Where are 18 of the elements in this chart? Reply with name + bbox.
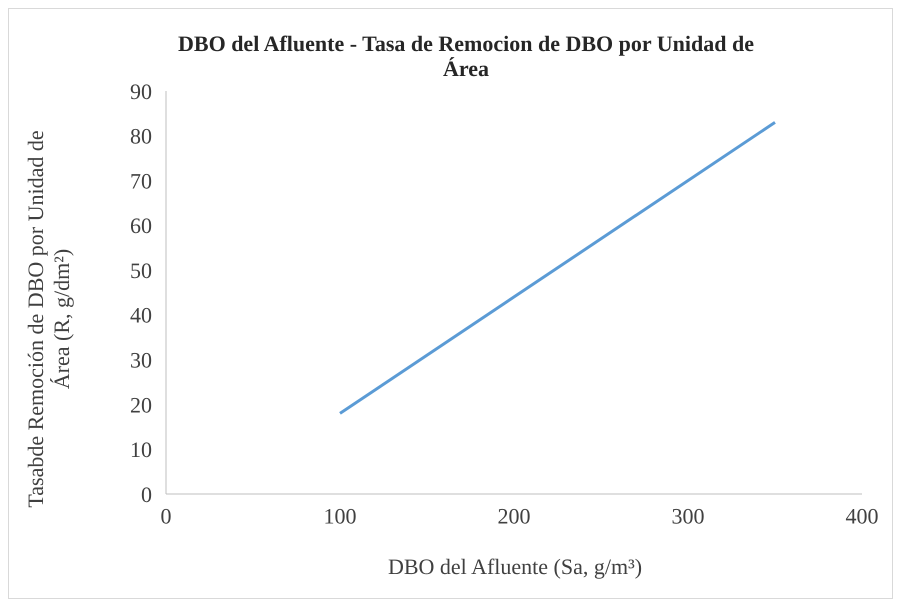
y-tick-label: 40	[130, 302, 152, 328]
x-tick-label: 0	[160, 504, 172, 529]
y-tick-label: 80	[130, 124, 152, 149]
y-tick-label: 10	[130, 437, 152, 462]
x-tick-label: 400	[846, 504, 878, 529]
y-tick-label: 0	[141, 482, 152, 507]
y-tick-label: 30	[130, 347, 152, 372]
y-tick-label: 50	[130, 258, 152, 283]
x-axis-title: DBO del Afluente (Sa, g/m³)	[386, 554, 644, 580]
y-tick-label: 60	[130, 213, 152, 238]
x-tick-label: 100	[324, 504, 356, 529]
chart-title: DBO del Afluente - Tasa de Remocion de DBO por Unidad de Área	[177, 31, 755, 81]
x-tick-label: 200	[498, 504, 530, 529]
y-tick-label: 70	[130, 168, 152, 194]
y-tick-label: 20	[130, 392, 152, 418]
x-tick-label: 300	[672, 504, 704, 529]
y-axis-title: Tasabde Remoción de DBO por Unidad de Área (R, g/dm²)	[23, 129, 75, 510]
y-tick-label: 90	[130, 78, 152, 104]
